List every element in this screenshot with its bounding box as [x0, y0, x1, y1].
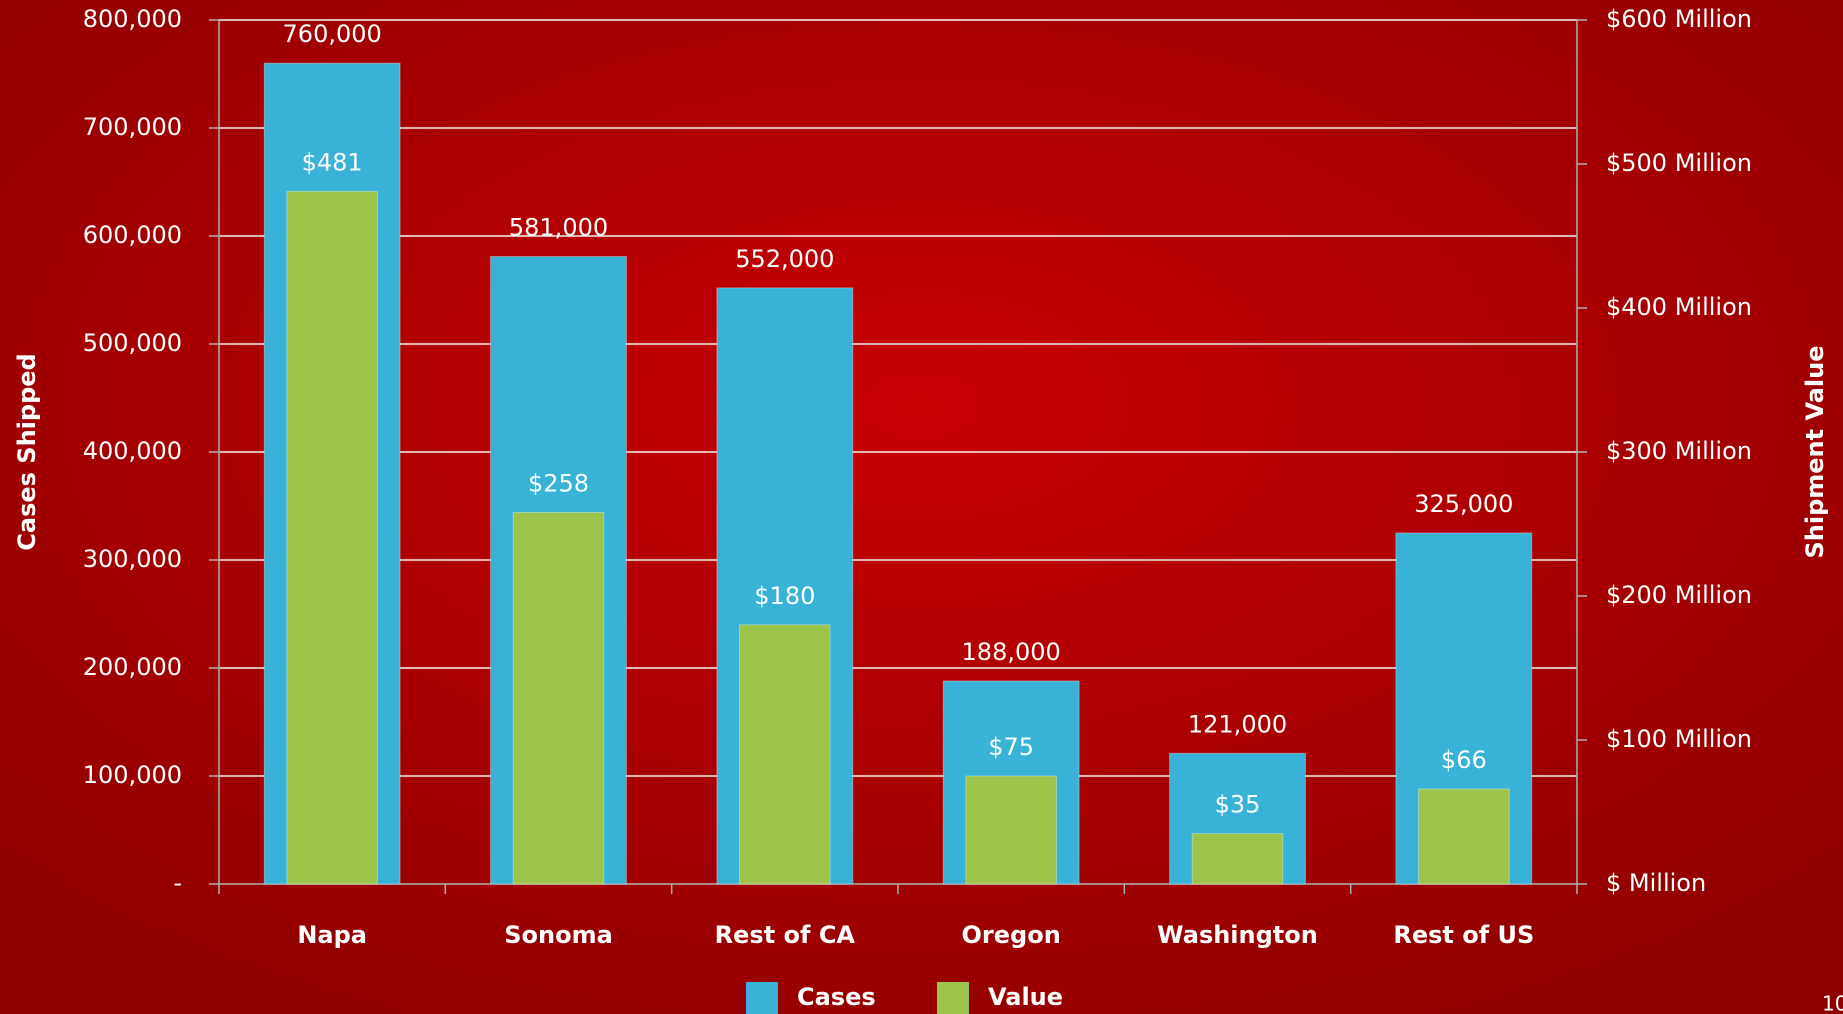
bar — [1418, 788, 1510, 885]
data-label: $481 — [302, 148, 363, 176]
bar — [512, 511, 605, 885]
y-tick-label: 600,000 — [83, 221, 182, 249]
y-tick-label: 800,000 — [83, 5, 182, 33]
y-tick-label: 700,000 — [83, 113, 182, 141]
x-tick-label: Sonoma — [504, 921, 613, 949]
y-tick-label: 200,000 — [83, 653, 182, 681]
bar — [286, 190, 378, 885]
legend-swatch — [937, 982, 969, 1014]
bar — [965, 775, 1057, 885]
y2-tick-label: $500 Million — [1606, 149, 1752, 177]
data-label: $180 — [754, 582, 815, 610]
data-label: 581,000 — [509, 214, 608, 242]
page-number: 10 — [1822, 992, 1843, 1014]
y2-tick-label: $100 Million — [1606, 725, 1752, 753]
bar — [1191, 833, 1284, 885]
legend-label: Value — [988, 983, 1063, 1011]
data-label: $258 — [528, 469, 589, 497]
y2-tick-label: $ Million — [1606, 869, 1706, 897]
data-label: $35 — [1215, 791, 1261, 819]
y-tick-label: 500,000 — [83, 329, 182, 357]
bar — [739, 624, 831, 885]
legend-label: Cases — [797, 983, 876, 1011]
data-label: 760,000 — [283, 20, 382, 48]
y-tick-label: 100,000 — [83, 761, 182, 789]
y-tick-label: 300,000 — [83, 545, 182, 573]
x-tick-label: Rest of US — [1393, 921, 1534, 949]
y-tick-label: 400,000 — [83, 437, 182, 465]
x-tick-label: Rest of CA — [715, 921, 856, 949]
y-tick-label: - — [173, 869, 182, 897]
x-tick-label: Washington — [1157, 921, 1318, 949]
y2-axis-title: Shipment Value — [1801, 345, 1829, 558]
data-label: 121,000 — [1188, 710, 1287, 738]
x-tick-label: Oregon — [962, 921, 1061, 949]
data-label: $66 — [1441, 746, 1487, 774]
x-tick-label: Napa — [297, 921, 367, 949]
data-label: $75 — [988, 733, 1034, 761]
y2-tick-label: $300 Million — [1606, 437, 1752, 465]
y2-tick-label: $600 Million — [1606, 5, 1752, 33]
y-axis-title: Cases Shipped — [13, 353, 41, 550]
legend-swatch — [746, 982, 778, 1014]
data-label: 325,000 — [1414, 490, 1513, 518]
y2-tick-label: $200 Million — [1606, 581, 1752, 609]
y2-tick-label: $400 Million — [1606, 293, 1752, 321]
data-label: 188,000 — [962, 638, 1061, 666]
data-label: 552,000 — [735, 245, 834, 273]
